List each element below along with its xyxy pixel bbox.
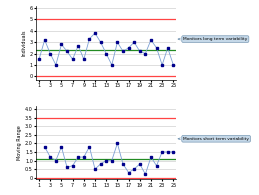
Text: Monitors short term variability: Monitors short term variability <box>178 137 249 141</box>
Y-axis label: Moving Range: Moving Range <box>17 125 22 160</box>
Text: Monitors long term variability: Monitors long term variability <box>178 37 248 41</box>
Y-axis label: Individuals: Individuals <box>22 29 27 56</box>
